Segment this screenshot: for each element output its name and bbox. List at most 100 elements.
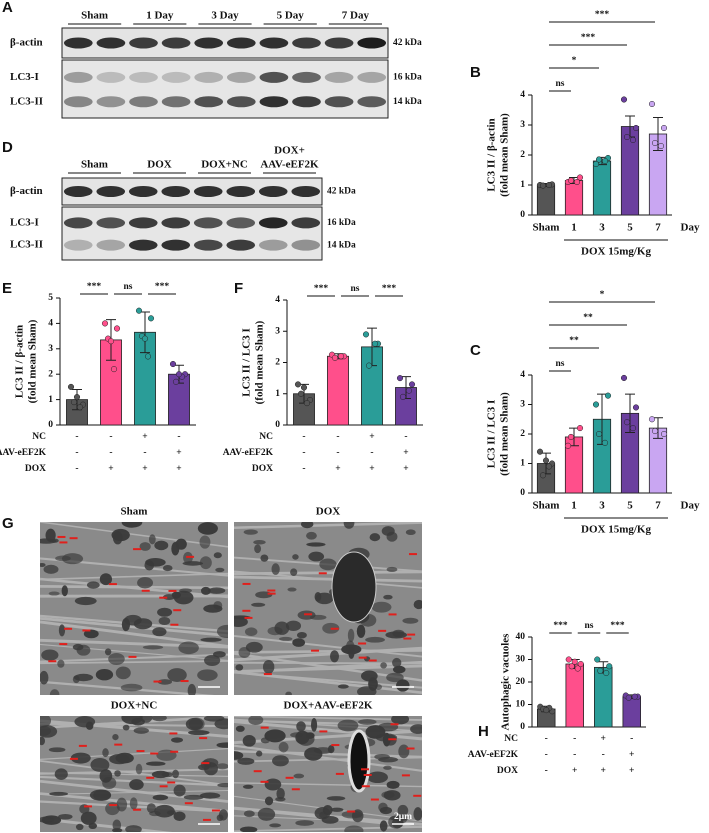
mitochondrion (287, 587, 297, 592)
condition-mark: - (630, 734, 633, 744)
condition-name: NC (504, 734, 518, 744)
data-point (657, 142, 665, 150)
data-point (297, 390, 305, 397)
band (194, 96, 224, 108)
band (259, 71, 289, 83)
data-point (300, 384, 308, 391)
mitochondrion (135, 763, 143, 775)
data-point (631, 693, 638, 700)
band (226, 37, 256, 49)
data-point (592, 160, 600, 168)
data-point (396, 375, 404, 382)
data-point (543, 707, 550, 714)
mitochondrion (392, 657, 402, 668)
panel-label: H (478, 723, 489, 740)
bar (622, 696, 641, 728)
data-point (623, 133, 631, 141)
data-point (172, 378, 180, 385)
mitochondrion (314, 807, 331, 820)
y-tick-label: 40 (516, 632, 526, 642)
band (96, 37, 126, 49)
mitochondrion (378, 802, 388, 813)
significance-label: *** (610, 621, 625, 631)
panel-label: A (2, 0, 13, 16)
data-point (536, 448, 544, 455)
mitochondrion (166, 810, 177, 815)
mitochondrion (243, 810, 255, 818)
significance-label: * (600, 290, 605, 300)
data-point (144, 353, 152, 360)
mitochondrion (199, 556, 212, 570)
mitochondrion (344, 825, 364, 832)
mitochondrion (197, 669, 218, 681)
fiber (234, 634, 422, 658)
data-point (623, 419, 631, 426)
mitochondrion (48, 591, 60, 596)
mitochondrion (152, 627, 167, 637)
data-point (567, 433, 575, 441)
band (291, 186, 321, 197)
data-point (660, 430, 668, 438)
mitochondrion (61, 585, 68, 597)
data-point (595, 156, 603, 163)
mitochondrion (306, 542, 326, 547)
y-tick-label: 1 (520, 180, 525, 190)
band (357, 71, 387, 83)
mitochondrion (178, 641, 199, 655)
mitochondrion (90, 757, 110, 772)
panel-label: D (2, 139, 13, 156)
mitochondrion (216, 624, 228, 638)
data-point (113, 325, 121, 332)
fiber (40, 585, 228, 590)
y-tick-label: 1 (48, 395, 53, 405)
mitochondrion (40, 736, 46, 746)
data-point (632, 404, 640, 411)
y-tick-label: 4 (520, 90, 525, 100)
data-point (73, 394, 81, 401)
mitochondrion (112, 531, 123, 545)
bar (594, 666, 613, 728)
band (96, 186, 126, 197)
size-label: 42 kDa (327, 187, 356, 197)
mitochondrion (306, 531, 317, 540)
mitochondrion (115, 666, 131, 680)
significance-label: ns (556, 79, 565, 89)
data-point (542, 457, 550, 464)
mitochondrion (102, 776, 117, 790)
data-point (604, 392, 612, 399)
mitochondrion (386, 566, 398, 573)
y-axis-label: LC3 II / β-actin (14, 325, 26, 398)
mitochondrion (61, 553, 84, 565)
mitochondrion (200, 637, 222, 642)
mitochondrion (293, 773, 305, 779)
mitochondrion (215, 567, 225, 573)
panel-label: B (470, 64, 481, 81)
x-tick-label: 7 (655, 500, 661, 512)
band (193, 239, 223, 251)
y-tick-label: 3 (48, 344, 53, 354)
condition-mark: - (75, 432, 78, 442)
mitochondrion (45, 528, 56, 543)
group-label: DOX (147, 159, 172, 171)
data-point (625, 694, 632, 701)
mitochondrion (86, 581, 100, 589)
image-title: DOX (316, 506, 341, 518)
data-point (110, 366, 118, 373)
mitochondrion (410, 724, 422, 734)
mitochondrion (391, 716, 410, 725)
band (96, 217, 126, 229)
condition-name: DOX (497, 766, 518, 776)
y-tick-label: 2 (520, 429, 525, 439)
data-point (101, 320, 109, 327)
band (63, 217, 93, 229)
data-point (175, 371, 183, 378)
mitochondrion (405, 529, 416, 536)
mitochondrion (121, 716, 143, 725)
mitochondrion (102, 748, 109, 758)
group-label: 5 Day (277, 10, 305, 22)
em-image (234, 716, 422, 832)
mitochondrion (386, 780, 400, 789)
band (96, 71, 126, 83)
group-label: Sham (81, 159, 108, 171)
em-bg (40, 522, 228, 695)
